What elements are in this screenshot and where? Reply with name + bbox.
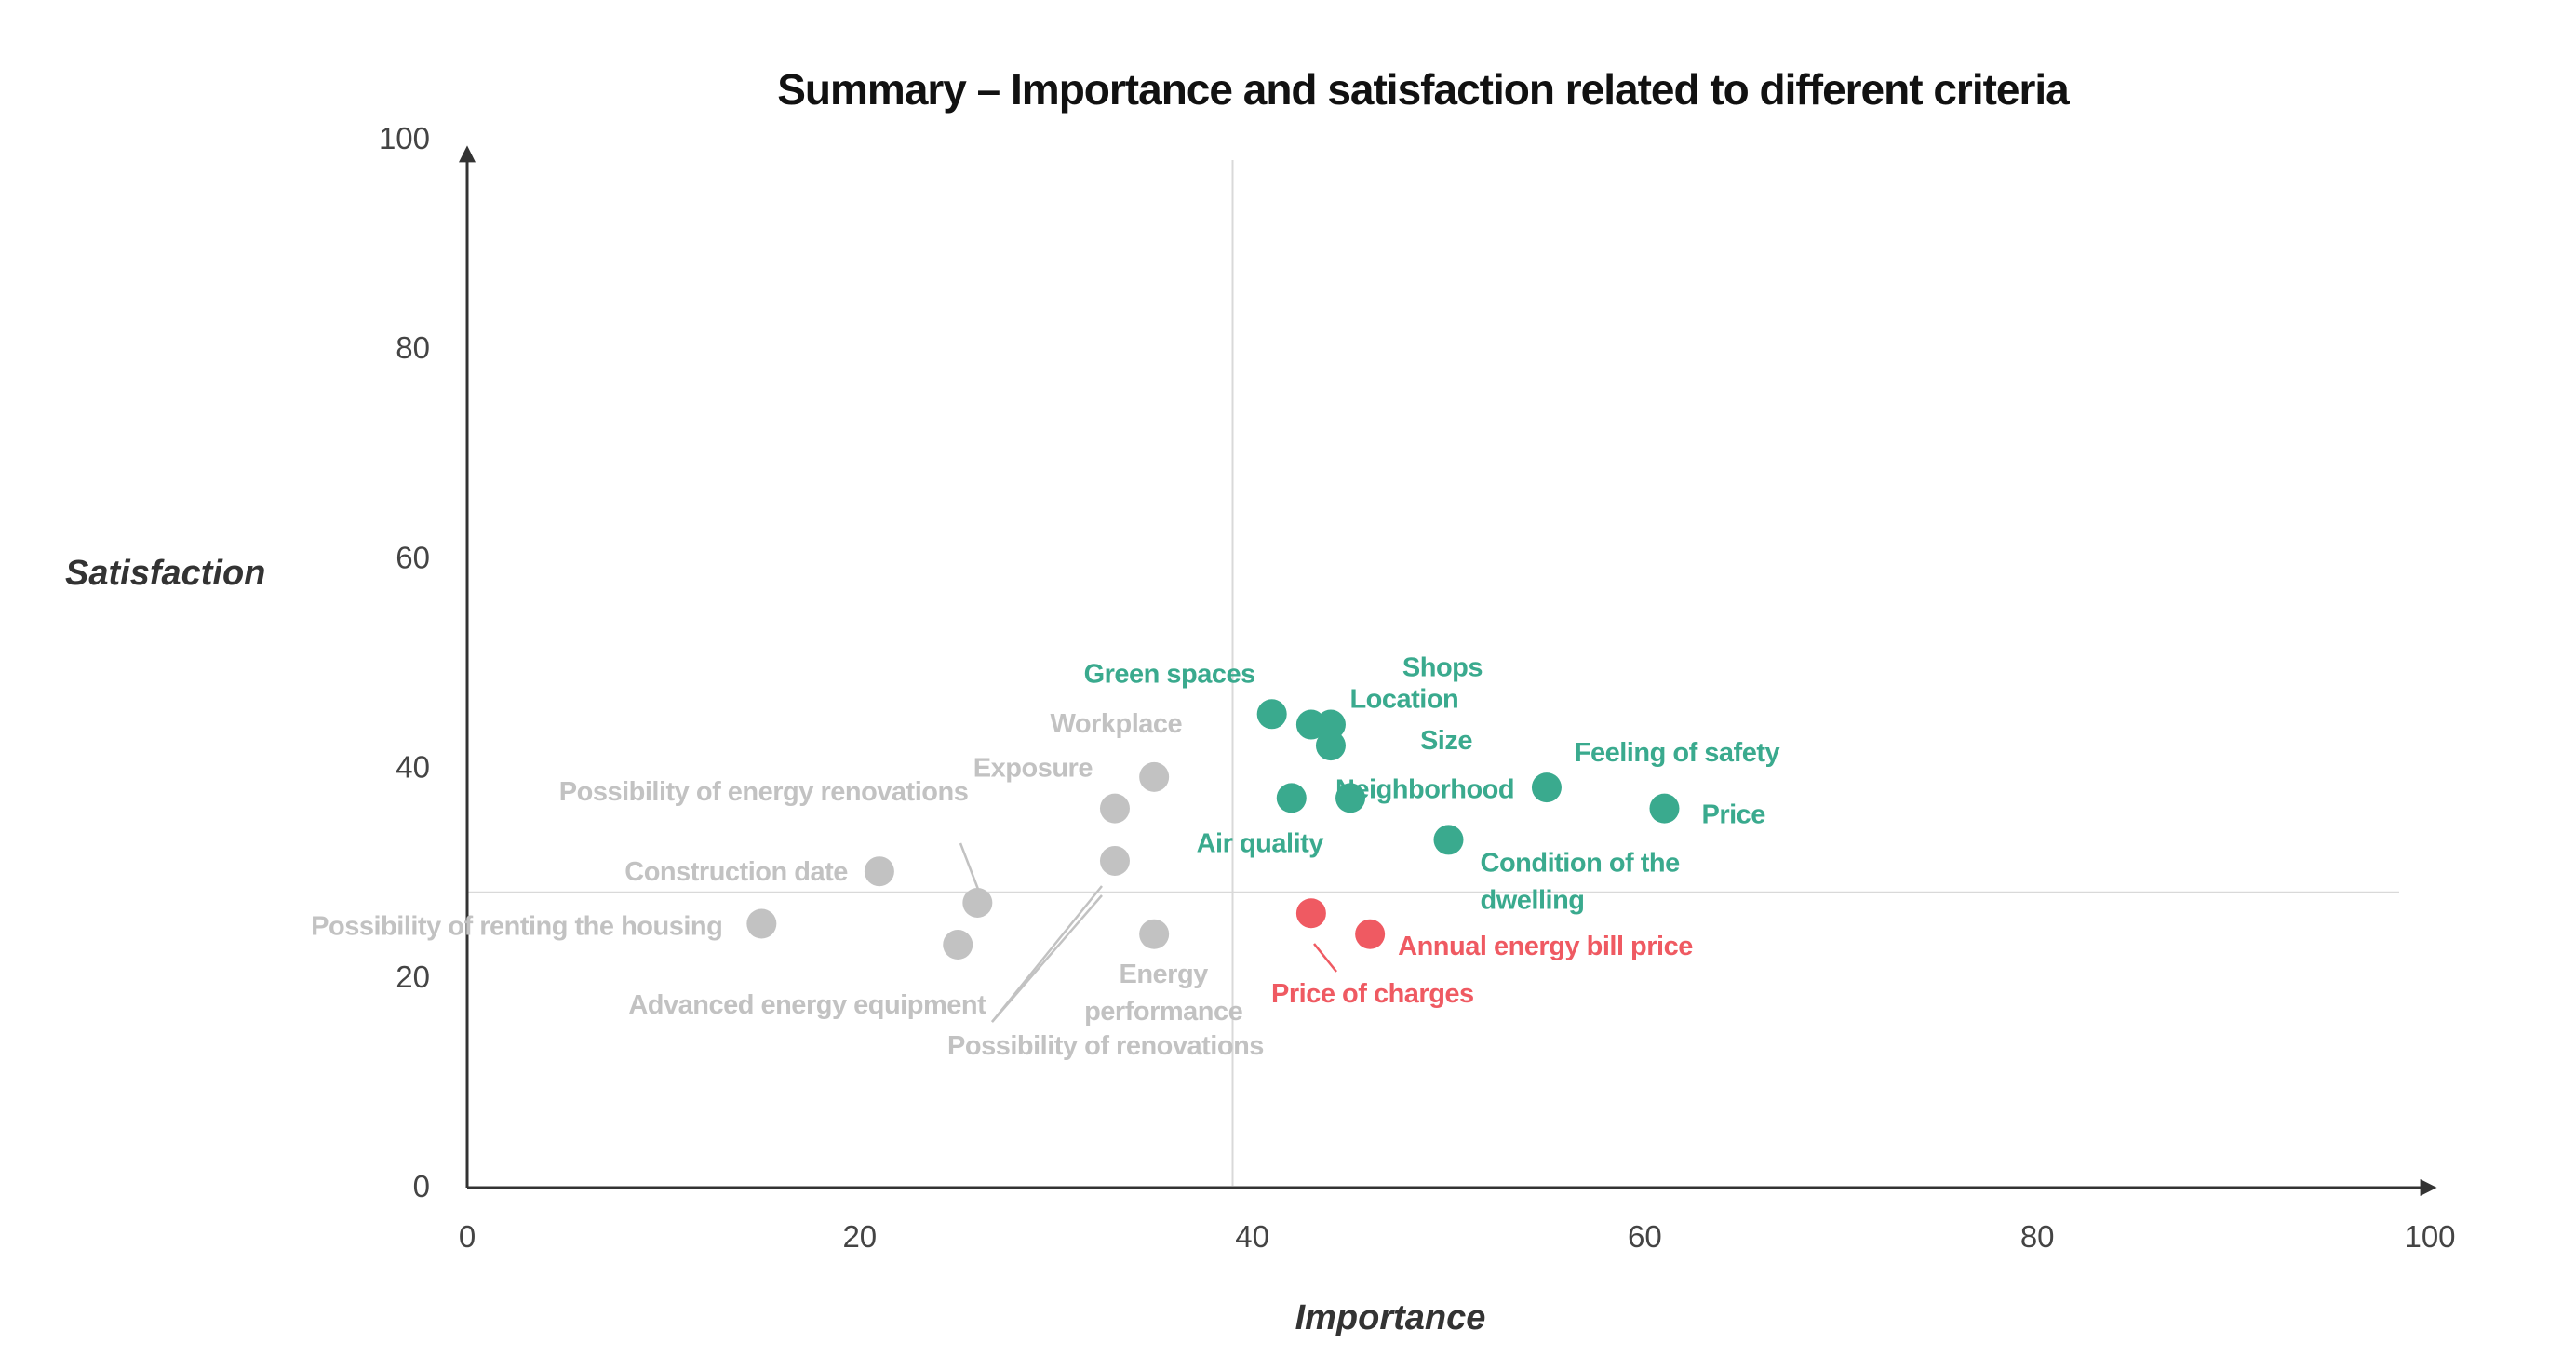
label-price: Price xyxy=(1701,800,1765,830)
point-location xyxy=(1295,709,1326,740)
point-exposure xyxy=(1099,793,1130,824)
label-exposure: Exposure xyxy=(973,754,1093,784)
point-annual-energy-bill-price xyxy=(1355,919,1386,949)
label-possibility-of-renting-the-housing: Possibility of renting the housing xyxy=(311,912,722,942)
x-tick-label: 0 xyxy=(459,1219,476,1254)
y-tick-label: 0 xyxy=(413,1169,430,1203)
point-air-quality xyxy=(1276,783,1307,813)
label-advanced-energy-equipment: Advanced energy equipment xyxy=(628,990,986,1020)
point-possibility-of-renovations xyxy=(1099,845,1130,876)
x-tick-labels: 0 20 40 60 80 100 xyxy=(459,1219,2456,1254)
y-axis-label: Satisfaction xyxy=(65,554,265,593)
point-possibility-of-renting-the-housing xyxy=(746,908,777,939)
x-tick-label: 40 xyxy=(1235,1219,1269,1254)
point-green-spaces xyxy=(1256,699,1287,730)
label-condition-of-the-dwelling: Condition of the dwelling xyxy=(1481,848,1681,915)
label-air-quality: Air quality xyxy=(1197,828,1324,858)
point-possibility-of-energy-renovations xyxy=(962,887,993,918)
point-feeling-of-safety xyxy=(1531,772,1562,803)
label-workplace: Workplace xyxy=(1051,709,1183,739)
point-price xyxy=(1649,793,1680,824)
data-labels: Possibility of renting the housing Constr… xyxy=(311,653,1780,1061)
leader-lines xyxy=(959,842,1337,1023)
label-location: Location xyxy=(1349,685,1458,715)
point-neighborhood xyxy=(1335,783,1366,813)
x-tick-label: 60 xyxy=(1628,1219,1662,1254)
point-price-of-charges xyxy=(1295,898,1326,929)
point-energy-performance xyxy=(1139,919,1170,949)
leader-line-price-of-charges xyxy=(1313,943,1337,973)
chart-title: Summary – Importance and satisfaction re… xyxy=(777,65,2070,114)
label-neighborhood: Neighborhood xyxy=(1335,774,1514,804)
label-possibility-of-energy-renovations: Possibility of energy renovations xyxy=(559,777,969,807)
reference-lines xyxy=(467,160,2399,1186)
label-size: Size xyxy=(1420,726,1472,756)
y-tick-label: 80 xyxy=(396,330,430,365)
point-workplace xyxy=(1139,761,1170,792)
point-advanced-energy-equipment xyxy=(943,930,973,960)
x-tick-label: 20 xyxy=(842,1219,877,1254)
y-tick-label: 20 xyxy=(396,960,430,994)
label-possibility-of-renovations: Possibility of renovations xyxy=(947,1031,1264,1061)
y-tick-label: 100 xyxy=(379,121,430,155)
point-size xyxy=(1315,731,1346,761)
point-condition-of-the-dwelling xyxy=(1433,825,1464,855)
label-feeling-of-safety: Feeling of safety xyxy=(1575,738,1780,768)
x-axis-label: Importance xyxy=(1295,1298,1486,1337)
label-annual-energy-bill-price: Annual energy bill price xyxy=(1398,932,1693,961)
label-price-of-charges: Price of charges xyxy=(1271,979,1474,1009)
leader-line-possibility-of-energy-renovations xyxy=(959,842,981,893)
label-shops: Shops xyxy=(1402,653,1483,683)
label-construction-date: Construction date xyxy=(624,857,848,887)
x-tick-label: 80 xyxy=(2020,1219,2055,1254)
data-points xyxy=(746,699,1680,960)
y-tick-label: 40 xyxy=(396,750,430,785)
label-energy-performance: Energy performance xyxy=(1084,960,1243,1027)
leader-line-possibility-of-renovations xyxy=(991,894,1103,1023)
y-tick-label: 60 xyxy=(396,540,430,574)
y-tick-labels: 0 20 40 60 80 100 xyxy=(379,121,430,1203)
point-construction-date xyxy=(864,856,894,887)
label-green-spaces: Green spaces xyxy=(1084,659,1255,689)
x-tick-label: 100 xyxy=(2404,1219,2455,1254)
